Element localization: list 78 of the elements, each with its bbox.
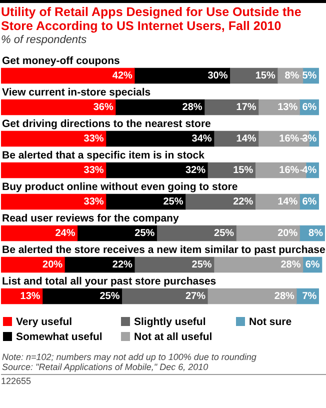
data-label: 6% [305,260,320,270]
data-label: 8% [284,70,300,82]
bar [1,162,106,178]
bar [1,68,135,84]
source-note: Source: "Retail Applications of Mobile," Dec 6, 2010 [2,362,210,372]
data-label: 15% [255,70,276,82]
y-tick-label: Buy product online without even going to store [2,180,238,193]
data-label: 14% [278,196,298,208]
legend-label: Somewhat useful [15,331,104,345]
data-label: 28% [280,260,301,270]
data-label: 33% [84,196,104,208]
bar [184,194,256,210]
data-label: 3% [302,134,317,144]
data-label: 22% [112,260,133,270]
bar [213,256,304,273]
legend-label: Not at all useful [133,331,214,345]
bar [156,225,236,242]
bar [105,130,214,147]
bar [105,194,186,210]
bar [207,288,297,304]
data-label: 6% [302,102,317,113]
data-label: 28% [182,102,202,113]
data-label: 28% [274,291,295,302]
data-label: 16% [279,134,300,144]
data-label: 42% [112,70,133,82]
bar [1,256,65,273]
data-label: 33% [84,134,104,144]
bar [1,225,78,242]
data-label: 22% [233,196,254,208]
bar [76,225,157,242]
y-tick-label: List and total all your past store purchases [2,275,216,288]
bar [1,130,106,147]
data-label: 34% [192,134,212,144]
data-label: 16% [279,165,300,176]
data-label: 5% [302,70,317,82]
data-label: 13% [278,102,298,113]
bar [121,288,208,304]
data-label: 25% [134,228,155,239]
bar [115,99,205,116]
data-label: 17% [236,102,256,113]
data-label: 25% [214,228,234,239]
bar [1,194,106,210]
legend-label: Not sure [248,316,293,330]
y-tick-label: Read user reviews for the company [2,212,179,224]
text: 122655 [1,376,326,386]
legend-label: Very useful [15,316,74,330]
data-label: 20% [42,260,63,270]
bar [134,68,230,84]
chart-title: Utility of Retail Apps Designed for Use Outside the Store According to US Internet Users, Fall 2010 [1,5,302,33]
legend-label: Slightly useful [133,316,207,330]
bar [1,99,116,116]
y-tick-label: Be alerted the store receives a new item similar to past purchase [2,244,326,256]
bar [105,162,208,178]
data-label: 25% [100,291,120,302]
data-label: 13% [20,291,40,302]
data-label: 14% [236,134,256,144]
data-label: 15% [233,165,254,176]
data-label: 30% [208,70,228,82]
y-tick-label: Be alerted that a specific item is in stock [2,149,205,162]
text: Note: n=102; numbers may not add up to 100% due to rounding [2,352,258,362]
data-label: 25% [163,196,184,208]
y-tick-label: View current in-store specials [2,86,151,98]
data-label: 27% [185,291,206,302]
y-tick-label: Get money-off coupons [2,54,120,67]
data-label: 25% [192,260,212,270]
data-label: 33% [84,165,104,176]
bar [42,288,122,304]
data-label: 6% [302,196,317,208]
data-label: 4% [302,165,317,176]
data-label: 20% [278,228,298,239]
data-label: 24% [55,228,76,239]
bar [134,256,214,273]
chart-subtitle: % of respondents [1,34,88,46]
data-label: 36% [93,102,114,113]
data-label: 32% [185,165,206,176]
y-tick-label: Get driving directions to the nearest store [2,118,212,130]
data-label: 7% [302,291,317,302]
data-label: 8% [308,228,324,239]
